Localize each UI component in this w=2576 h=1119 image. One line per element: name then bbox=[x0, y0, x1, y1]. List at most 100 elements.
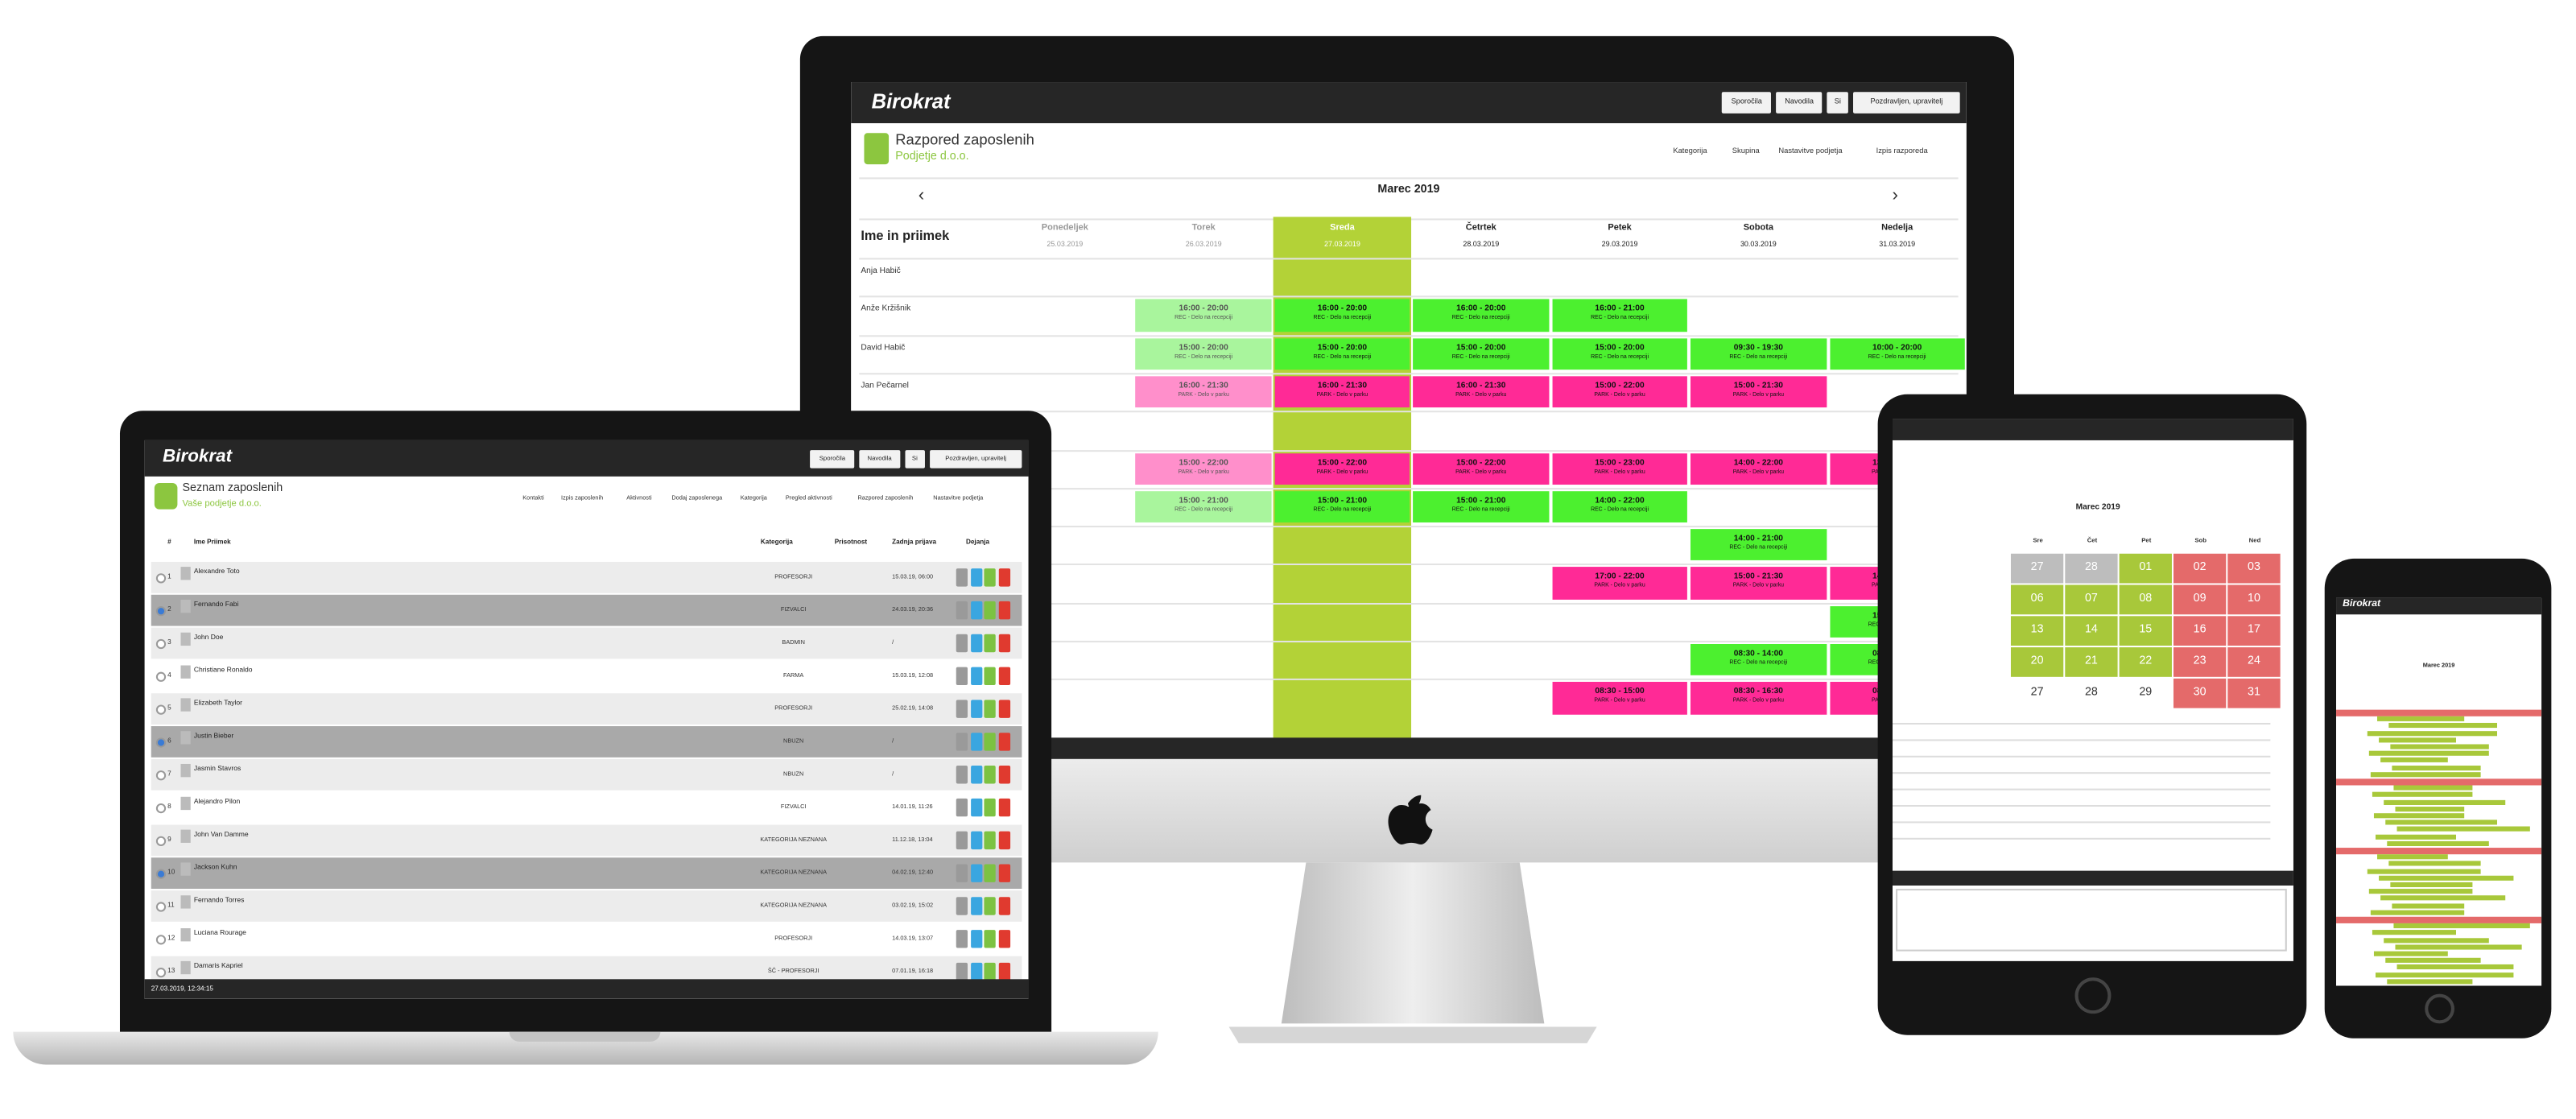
action-button[interactable] bbox=[984, 634, 996, 653]
action-button[interactable] bbox=[970, 733, 982, 751]
checkbox[interactable] bbox=[155, 737, 167, 748]
action-button[interactable] bbox=[956, 930, 968, 948]
action-button[interactable] bbox=[997, 864, 1010, 882]
action-button[interactable] bbox=[970, 864, 982, 882]
action-button[interactable] bbox=[984, 568, 996, 587]
action-button[interactable] bbox=[984, 864, 996, 882]
checkbox[interactable] bbox=[155, 869, 167, 879]
action-button[interactable] bbox=[997, 930, 1010, 948]
action-button[interactable] bbox=[970, 700, 982, 718]
checkbox[interactable] bbox=[155, 606, 167, 617]
prev-button[interactable]: ‹ bbox=[918, 185, 925, 206]
shift-bar bbox=[2380, 758, 2448, 763]
checkbox[interactable] bbox=[155, 803, 167, 814]
action-button[interactable] bbox=[997, 700, 1010, 718]
action-button[interactable] bbox=[997, 601, 1010, 620]
action-button[interactable] bbox=[956, 798, 968, 817]
shift-bar bbox=[2396, 827, 2530, 832]
action-button[interactable] bbox=[970, 634, 982, 653]
day-number: 27 bbox=[2030, 561, 2044, 574]
shift: 15:00 - 21:00 REC - Delo na recepciji bbox=[1413, 490, 1549, 523]
checkbox[interactable] bbox=[155, 836, 167, 847]
action-button[interactable] bbox=[956, 568, 968, 587]
shift-time: 15:00 - 20:00 bbox=[1317, 342, 1368, 353]
last-login: 07.01.19, 16:18 bbox=[892, 968, 934, 975]
day-band bbox=[2336, 916, 2542, 923]
checkbox[interactable] bbox=[155, 704, 167, 715]
checkbox[interactable] bbox=[155, 770, 167, 781]
checkbox[interactable] bbox=[155, 968, 167, 978]
list-line bbox=[1893, 804, 2271, 807]
category: FIZVALCI bbox=[780, 606, 807, 613]
category: NBUZN bbox=[783, 770, 804, 778]
next-button[interactable]: › bbox=[1892, 185, 1899, 206]
shift-label: REC - Delo na recepciji bbox=[1451, 352, 1510, 360]
action-button[interactable] bbox=[970, 568, 982, 587]
weekday: Pet bbox=[2141, 537, 2152, 544]
toolbar-button: Razpored zaposlenih bbox=[857, 494, 914, 502]
shift-time: 15:00 - 20:00 bbox=[1595, 342, 1645, 353]
checkbox[interactable] bbox=[155, 902, 167, 912]
action-button[interactable] bbox=[956, 601, 968, 620]
day-date: 25.03.2019 bbox=[1046, 239, 1084, 249]
shift: 15:00 - 22:00 PARK - Delo v parku bbox=[1551, 376, 1688, 408]
action-button[interactable] bbox=[970, 601, 982, 620]
action-button[interactable] bbox=[984, 831, 996, 850]
day-name: Sreda bbox=[1330, 223, 1355, 233]
column-header: Zadnja prijava bbox=[892, 537, 937, 546]
action-button[interactable] bbox=[984, 897, 996, 915]
row bbox=[151, 890, 1022, 922]
action-button[interactable] bbox=[984, 700, 996, 718]
action-button[interactable] bbox=[984, 667, 996, 686]
shift-time: 15:00 - 22:00 bbox=[1456, 457, 1506, 468]
action-button[interactable] bbox=[997, 831, 1010, 850]
action-button[interactable] bbox=[970, 798, 982, 817]
checkbox[interactable] bbox=[155, 638, 167, 650]
page-title: Razpored zaposlenih bbox=[895, 131, 1034, 148]
row-number: 6 bbox=[167, 736, 171, 745]
action-button[interactable] bbox=[956, 897, 968, 915]
action-button[interactable] bbox=[984, 766, 996, 784]
calendar-day: 14 bbox=[2065, 616, 2118, 646]
checkbox[interactable] bbox=[155, 671, 167, 682]
action-button[interactable] bbox=[956, 733, 968, 751]
action-button[interactable] bbox=[970, 930, 982, 948]
action-button[interactable] bbox=[984, 962, 996, 981]
action-button[interactable] bbox=[956, 864, 968, 882]
action-button[interactable] bbox=[956, 667, 968, 686]
action-button[interactable] bbox=[997, 766, 1010, 784]
action-button[interactable] bbox=[997, 634, 1010, 653]
category: FARMA bbox=[783, 671, 804, 679]
action-button[interactable] bbox=[997, 897, 1010, 915]
action-button[interactable] bbox=[997, 798, 1010, 817]
calendar-day: 27 bbox=[2010, 678, 2064, 708]
column-header: Dejanja bbox=[965, 537, 990, 546]
action-button[interactable] bbox=[970, 962, 982, 981]
row-number: 11 bbox=[167, 900, 175, 909]
action-button[interactable] bbox=[997, 568, 1010, 587]
checkbox[interactable] bbox=[155, 573, 167, 584]
action-button[interactable] bbox=[984, 601, 996, 620]
action-button[interactable] bbox=[997, 733, 1010, 751]
action-button[interactable] bbox=[956, 831, 968, 850]
action-button[interactable] bbox=[984, 930, 996, 948]
action-button[interactable] bbox=[956, 766, 968, 784]
shift: 14:00 - 22:00 REC - Delo na recepciji bbox=[1551, 490, 1688, 523]
day-number: 17 bbox=[2248, 624, 2260, 636]
checkbox[interactable] bbox=[155, 935, 167, 945]
action-button[interactable] bbox=[956, 700, 968, 718]
day-number: 27 bbox=[2030, 687, 2044, 699]
action-button[interactable] bbox=[956, 962, 968, 981]
action-button[interactable] bbox=[984, 733, 996, 751]
action-button[interactable] bbox=[984, 798, 996, 817]
action-button[interactable] bbox=[956, 634, 968, 653]
action-button[interactable] bbox=[997, 667, 1010, 686]
action-button[interactable] bbox=[970, 766, 982, 784]
action-button[interactable] bbox=[997, 962, 1010, 981]
shift-label: REC - Delo na recepciji bbox=[1313, 352, 1372, 360]
action-button[interactable] bbox=[970, 667, 982, 686]
shift: 15:00 - 22:00 PARK - Delo v parku bbox=[1136, 452, 1272, 485]
action-button[interactable] bbox=[970, 897, 982, 915]
action-button[interactable] bbox=[970, 831, 982, 850]
